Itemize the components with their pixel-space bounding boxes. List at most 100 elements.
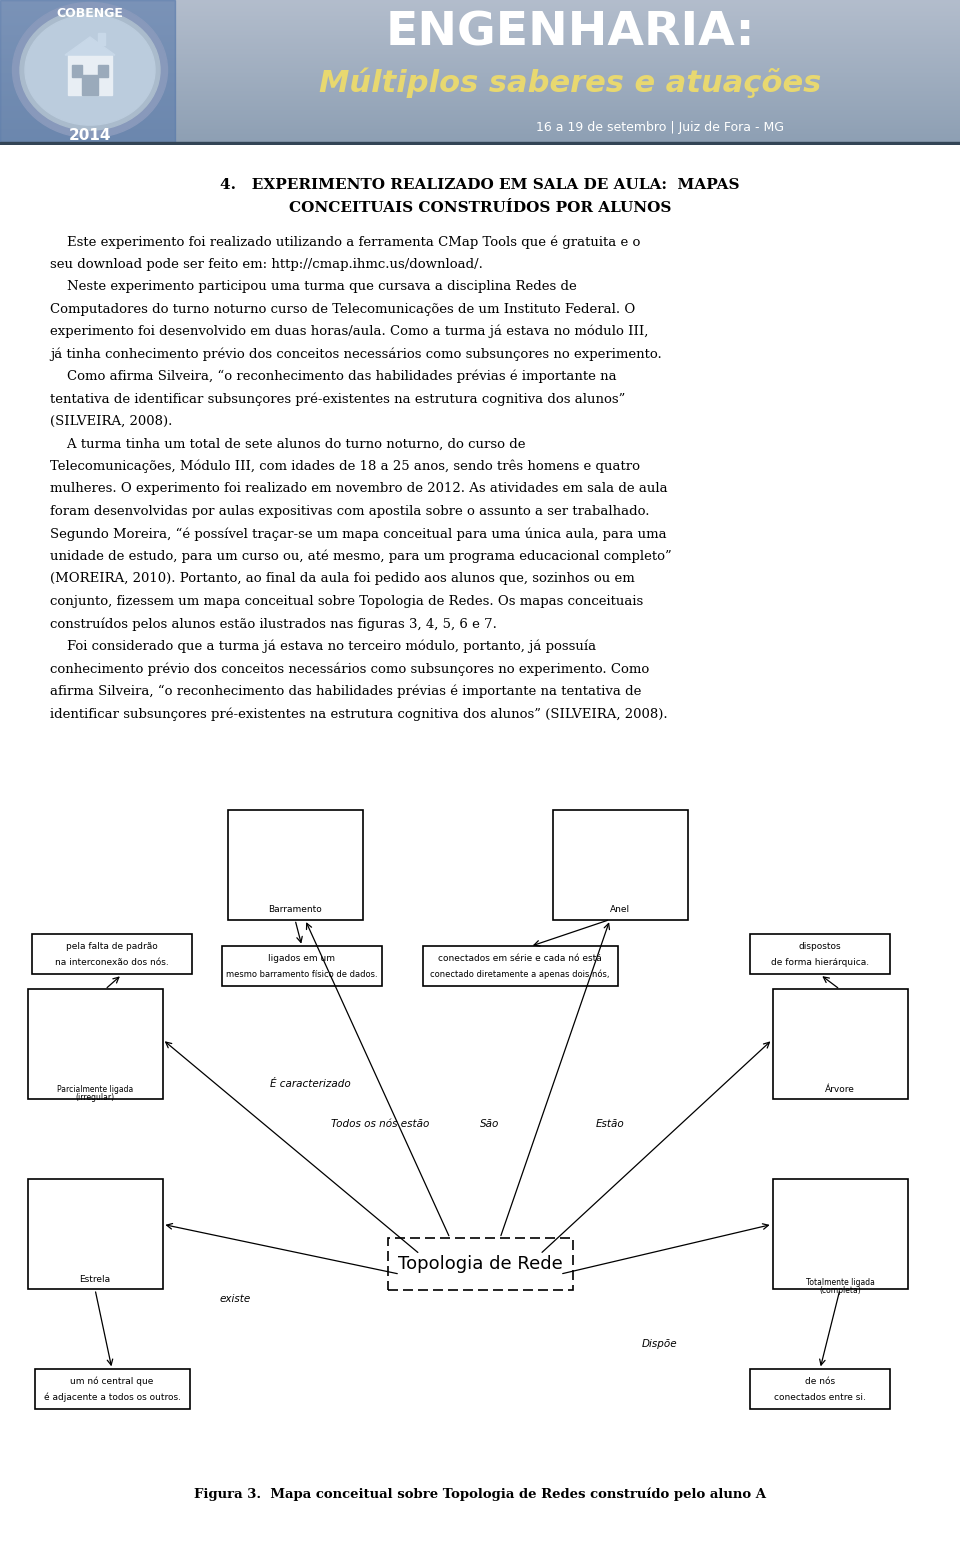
- Text: existe: existe: [220, 1294, 251, 1305]
- Text: É caracterizado: É caracterizado: [270, 1079, 350, 1090]
- Ellipse shape: [635, 860, 653, 871]
- Ellipse shape: [834, 1249, 842, 1251]
- Ellipse shape: [261, 863, 271, 866]
- Ellipse shape: [85, 1244, 107, 1260]
- Ellipse shape: [298, 863, 307, 866]
- Ellipse shape: [85, 1050, 107, 1065]
- Text: mesmo barramento físico de dados.: mesmo barramento físico de dados.: [227, 970, 378, 979]
- Text: Todos os nós estão: Todos os nós estão: [331, 1119, 429, 1129]
- Ellipse shape: [834, 1204, 842, 1207]
- Text: conectado diretamente a apenas dois nós,: conectado diretamente a apenas dois nós,: [430, 970, 610, 979]
- Text: Como afirma Silveira, “o reconhecimento das habilidades prévias é importante na: Como afirma Silveira, “o reconhecimento …: [50, 371, 616, 383]
- Ellipse shape: [84, 1223, 108, 1238]
- Ellipse shape: [66, 1234, 87, 1249]
- Text: seu ⁠download⁠ pode ser feito em: http://cmap.ihmc.us/download/.: seu ⁠download⁠ pode ser feito em: http:/…: [50, 258, 483, 270]
- FancyBboxPatch shape: [28, 1180, 162, 1289]
- Text: conjunto, fizessem um mapa conceitual sobre Topologia de Redes. Os mapas conceit: conjunto, fizessem um mapa conceitual so…: [50, 594, 643, 608]
- Text: ENGENHARIA:: ENGENHARIA:: [385, 11, 755, 56]
- Ellipse shape: [312, 860, 332, 874]
- Text: Estão: Estão: [595, 1119, 624, 1129]
- Text: pela falta de padrão: pela falta de padrão: [66, 942, 157, 951]
- Bar: [68, 56, 112, 96]
- Text: Dispõe: Dispõe: [642, 1339, 678, 1349]
- FancyBboxPatch shape: [32, 934, 192, 974]
- Ellipse shape: [307, 831, 317, 834]
- Text: Totalmente ligada: Totalmente ligada: [805, 1278, 875, 1286]
- Ellipse shape: [25, 15, 155, 125]
- Ellipse shape: [105, 1212, 124, 1224]
- FancyBboxPatch shape: [228, 809, 363, 920]
- Ellipse shape: [303, 826, 326, 843]
- Ellipse shape: [823, 1051, 845, 1065]
- Ellipse shape: [831, 1201, 851, 1215]
- Ellipse shape: [295, 862, 313, 872]
- Ellipse shape: [284, 826, 307, 843]
- Ellipse shape: [599, 875, 622, 891]
- FancyBboxPatch shape: [553, 809, 687, 920]
- Text: Topologia de Rede: Topologia de Rede: [397, 1255, 563, 1274]
- Ellipse shape: [66, 1212, 85, 1224]
- Text: (SILVEIRA, 2008).: (SILVEIRA, 2008).: [50, 415, 173, 428]
- Ellipse shape: [70, 1215, 79, 1218]
- Ellipse shape: [258, 862, 277, 872]
- Ellipse shape: [312, 860, 334, 875]
- Bar: [98, 65, 108, 77]
- Ellipse shape: [276, 862, 296, 872]
- FancyBboxPatch shape: [422, 946, 617, 987]
- FancyBboxPatch shape: [750, 1370, 890, 1410]
- Text: 4.   EXPERIMENTO REALIZADO EM SALA DE AULA:  MAPAS: 4. EXPERIMENTO REALIZADO EM SALA DE AULA…: [220, 178, 740, 191]
- Text: na interconexão dos nós.: na interconexão dos nós.: [55, 957, 169, 967]
- Ellipse shape: [629, 837, 652, 852]
- Ellipse shape: [86, 1246, 104, 1257]
- Text: conectados em série e cada nó está: conectados em série e cada nó está: [438, 954, 602, 963]
- Text: (MOREIRA, 2010). Portanto, ao final da aula foi pedido aos alunos que, sozinhos : (MOREIRA, 2010). Portanto, ao final da a…: [50, 573, 635, 585]
- Ellipse shape: [279, 863, 289, 866]
- Ellipse shape: [105, 1212, 126, 1226]
- Ellipse shape: [267, 828, 286, 840]
- Ellipse shape: [589, 862, 599, 865]
- Ellipse shape: [848, 1209, 863, 1218]
- Bar: [0, 0, 175, 145]
- Ellipse shape: [621, 875, 640, 888]
- Text: (irregular): (irregular): [76, 1093, 114, 1102]
- Bar: [72, 65, 82, 77]
- Ellipse shape: [108, 1215, 117, 1218]
- Ellipse shape: [105, 1234, 126, 1249]
- FancyBboxPatch shape: [773, 990, 907, 1099]
- Ellipse shape: [834, 1013, 843, 1016]
- Text: de forma hierárquica.: de forma hierárquica.: [771, 957, 869, 967]
- Text: construídos pelos alunos estão ilustrados nas figuras 3, 4, 5, 6 e 7.: construídos pelos alunos estão ilustrado…: [50, 618, 497, 631]
- Ellipse shape: [313, 862, 331, 872]
- Ellipse shape: [847, 1238, 867, 1252]
- Ellipse shape: [816, 1238, 835, 1252]
- Ellipse shape: [586, 858, 609, 874]
- Text: Este experimento foi realizado utilizando a ferramenta CMap Tools que é gratuita: Este experimento foi realizado utilizand…: [50, 235, 640, 249]
- Text: Figura 3.  Mapa conceitual sobre Topologia de Redes construído pelo aluno A: Figura 3. Mapa conceitual sobre Topologi…: [194, 1487, 766, 1501]
- Ellipse shape: [73, 1017, 92, 1031]
- Text: COBENGE: COBENGE: [57, 6, 124, 20]
- Ellipse shape: [807, 1051, 828, 1064]
- Text: A turma tinha um total de sete alunos do turno noturno, do curso de: A turma tinha um total de sete alunos do…: [50, 437, 525, 451]
- Ellipse shape: [106, 1235, 123, 1246]
- FancyBboxPatch shape: [28, 990, 162, 1099]
- Ellipse shape: [847, 1207, 867, 1221]
- Ellipse shape: [84, 1223, 105, 1237]
- Ellipse shape: [845, 1030, 865, 1044]
- Ellipse shape: [845, 1030, 867, 1045]
- Text: Neste experimento participou uma turma que cursava a disciplina Redes de: Neste experimento participou uma turma q…: [50, 279, 577, 293]
- Ellipse shape: [830, 1010, 850, 1024]
- Ellipse shape: [270, 831, 279, 834]
- Ellipse shape: [852, 1051, 873, 1064]
- Ellipse shape: [85, 1050, 105, 1064]
- Ellipse shape: [847, 1238, 864, 1251]
- Ellipse shape: [590, 837, 613, 852]
- Bar: [98, 32, 105, 45]
- Ellipse shape: [853, 1223, 873, 1237]
- Ellipse shape: [108, 1237, 117, 1240]
- Ellipse shape: [816, 1238, 833, 1251]
- Ellipse shape: [603, 879, 612, 882]
- Text: Foi considerado que a turma já estava no terceiro módulo, portanto, já possuía: Foi considerado que a turma já estava no…: [50, 639, 596, 653]
- Ellipse shape: [590, 837, 612, 851]
- Text: dispostos: dispostos: [799, 942, 841, 951]
- Ellipse shape: [620, 875, 643, 891]
